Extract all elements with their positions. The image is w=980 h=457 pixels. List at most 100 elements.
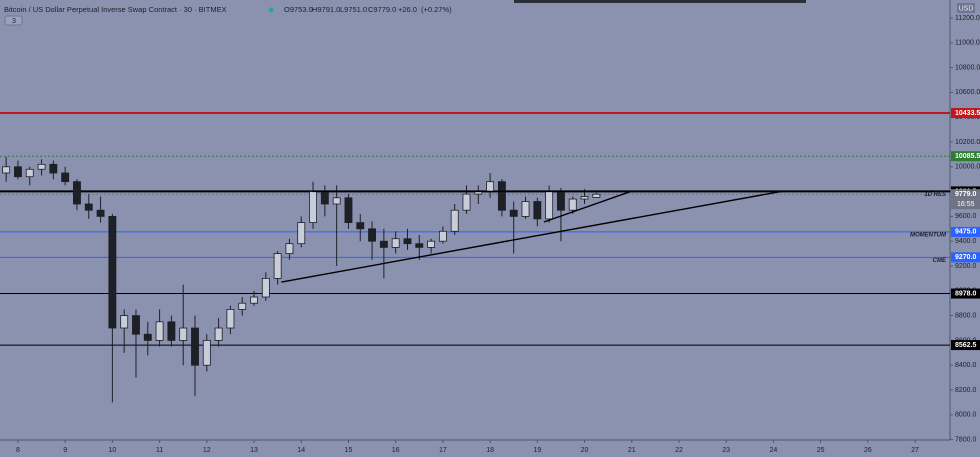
y-tick-label: 8400.0 — [955, 362, 977, 369]
candle-body — [403, 238, 412, 245]
candle-body — [179, 327, 188, 341]
x-tick-label: 13 — [250, 447, 258, 454]
candle-body — [191, 327, 199, 366]
x-tick-label: 24 — [770, 447, 778, 454]
y-tick-label: 10600.0 — [955, 89, 980, 96]
candle-body — [556, 191, 565, 211]
price-tag-label: 9270.0 — [955, 254, 977, 261]
candle-body — [61, 172, 70, 183]
candle-body — [261, 278, 270, 298]
level-name: CME — [933, 258, 947, 264]
x-tick-label: 22 — [675, 447, 683, 454]
indicator-toggle[interactable] — [4, 15, 23, 26]
x-tick-label: 21 — [628, 447, 636, 454]
candle-body — [545, 191, 554, 220]
price-tag — [951, 151, 980, 162]
currency[interactable]: USD — [959, 5, 974, 12]
candle-body — [497, 181, 506, 211]
currency-badge[interactable] — [957, 3, 975, 13]
status-dot — [268, 7, 274, 13]
candle-body — [427, 240, 436, 248]
price-tag — [951, 252, 980, 263]
candle-body — [309, 191, 317, 224]
candle-body — [344, 197, 353, 224]
candle-body — [486, 181, 495, 193]
candle-body — [462, 193, 471, 211]
y-tick-label: 9600.0 — [955, 213, 977, 220]
x-tick-label: 10 — [108, 447, 116, 454]
y-tick-label: 8200.0 — [955, 387, 977, 394]
candle-body — [592, 193, 601, 198]
x-tick-label: 18 — [486, 447, 494, 454]
x-tick-label: 17 — [439, 447, 447, 454]
level-name: MOMENTUM — [910, 232, 947, 238]
candle-body — [238, 302, 247, 310]
x-tick-label: 16 — [392, 447, 400, 454]
candle-body — [415, 243, 424, 248]
y-tick-label: 7800.0 — [955, 436, 977, 443]
candle-body — [14, 166, 22, 178]
price-tag — [951, 340, 980, 351]
plot-area — [0, 112, 950, 403]
price-tag — [951, 189, 980, 200]
candle-body — [202, 340, 211, 366]
candle-body — [379, 240, 388, 248]
price-tag — [951, 288, 980, 299]
candle-body — [84, 203, 93, 211]
candle-body — [368, 228, 377, 242]
candle-body — [155, 321, 164, 341]
candle-body — [356, 222, 365, 230]
ohlc-value: L9751.0 — [340, 5, 367, 14]
ohlc-value: +26.0 — [398, 5, 417, 14]
candle-body — [250, 296, 258, 304]
x-tick-label: 27 — [911, 447, 919, 454]
x-tick-label: 8 — [16, 447, 20, 454]
candle-body — [273, 253, 282, 279]
candle-body — [521, 201, 530, 217]
candle-body — [320, 191, 329, 205]
y-tick-label: 10000.0 — [955, 164, 980, 171]
countdown-tag — [951, 199, 980, 210]
candle-body — [2, 166, 11, 174]
price-tag-label: 9779.0 — [955, 191, 977, 198]
toolbar-edge — [514, 0, 806, 3]
candle-body — [37, 163, 46, 170]
y-tick-label: 9200.0 — [955, 263, 977, 270]
x-tick-label: 26 — [864, 447, 872, 454]
x-tick-label: 25 — [817, 447, 825, 454]
x-tick-label: 15 — [345, 447, 353, 454]
candle-body — [73, 181, 81, 205]
y-tick-label: 8000.0 — [955, 412, 977, 419]
candle-body — [450, 209, 459, 232]
y-tick-label: 10800.0 — [955, 64, 980, 71]
x-tick-label: 9 — [63, 447, 67, 454]
trendline — [543, 190, 632, 223]
candle-body — [25, 168, 34, 178]
candle-body — [297, 222, 306, 245]
ohlc-value: H9791.0 — [312, 5, 340, 14]
candle-body — [285, 243, 294, 255]
candle-body — [391, 238, 400, 248]
y-tick-label: 8800.0 — [955, 312, 977, 319]
candle-body — [132, 315, 140, 335]
price-tag-label: 10085.5 — [955, 153, 980, 160]
candle-body — [580, 196, 589, 200]
candle-body — [533, 201, 542, 220]
candle-body — [214, 327, 223, 341]
trendline — [281, 190, 782, 283]
ohlc-value: C9779.0 — [368, 5, 396, 14]
x-tick-label: 23 — [722, 447, 730, 454]
ohlc-value: O9753.0 — [284, 5, 313, 14]
candle-body — [167, 321, 176, 341]
price-tag-label: 10433.5 — [955, 110, 980, 117]
x-tick-label: 12 — [203, 447, 211, 454]
candle-body — [108, 216, 117, 329]
candle-body — [143, 333, 152, 341]
x-tick-label: 14 — [297, 447, 305, 454]
indicator-count[interactable]: 3 — [12, 18, 16, 25]
x-tick-label: 11 — [156, 447, 163, 454]
candle-body — [568, 198, 577, 211]
candle-body — [96, 209, 105, 217]
candle-body — [49, 163, 58, 174]
